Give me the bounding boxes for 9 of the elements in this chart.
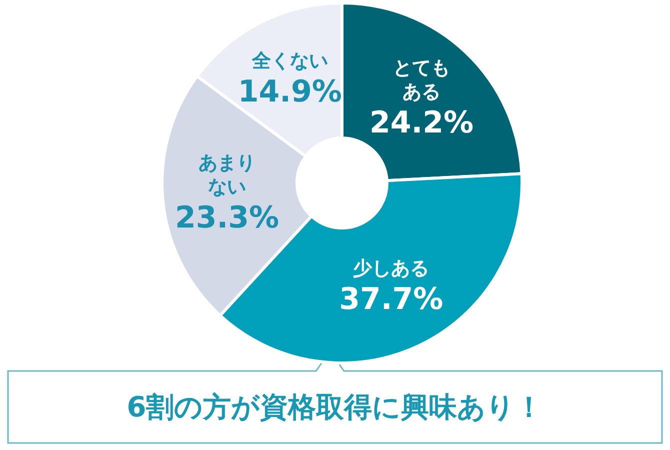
- slice-label: 少しある: [353, 258, 430, 280]
- slice-label: 全くない: [250, 50, 328, 72]
- slice-label: あまりない: [198, 152, 256, 198]
- text: 6割の方が資格取得に興味あり！: [126, 390, 544, 424]
- data-label: 23.3%: [174, 200, 280, 236]
- data-label: 14.9%: [238, 74, 342, 110]
- data-label: 24.2%: [369, 106, 474, 141]
- slice-label: とてもある: [393, 57, 450, 104]
- data-label: 37.7%: [339, 282, 444, 318]
